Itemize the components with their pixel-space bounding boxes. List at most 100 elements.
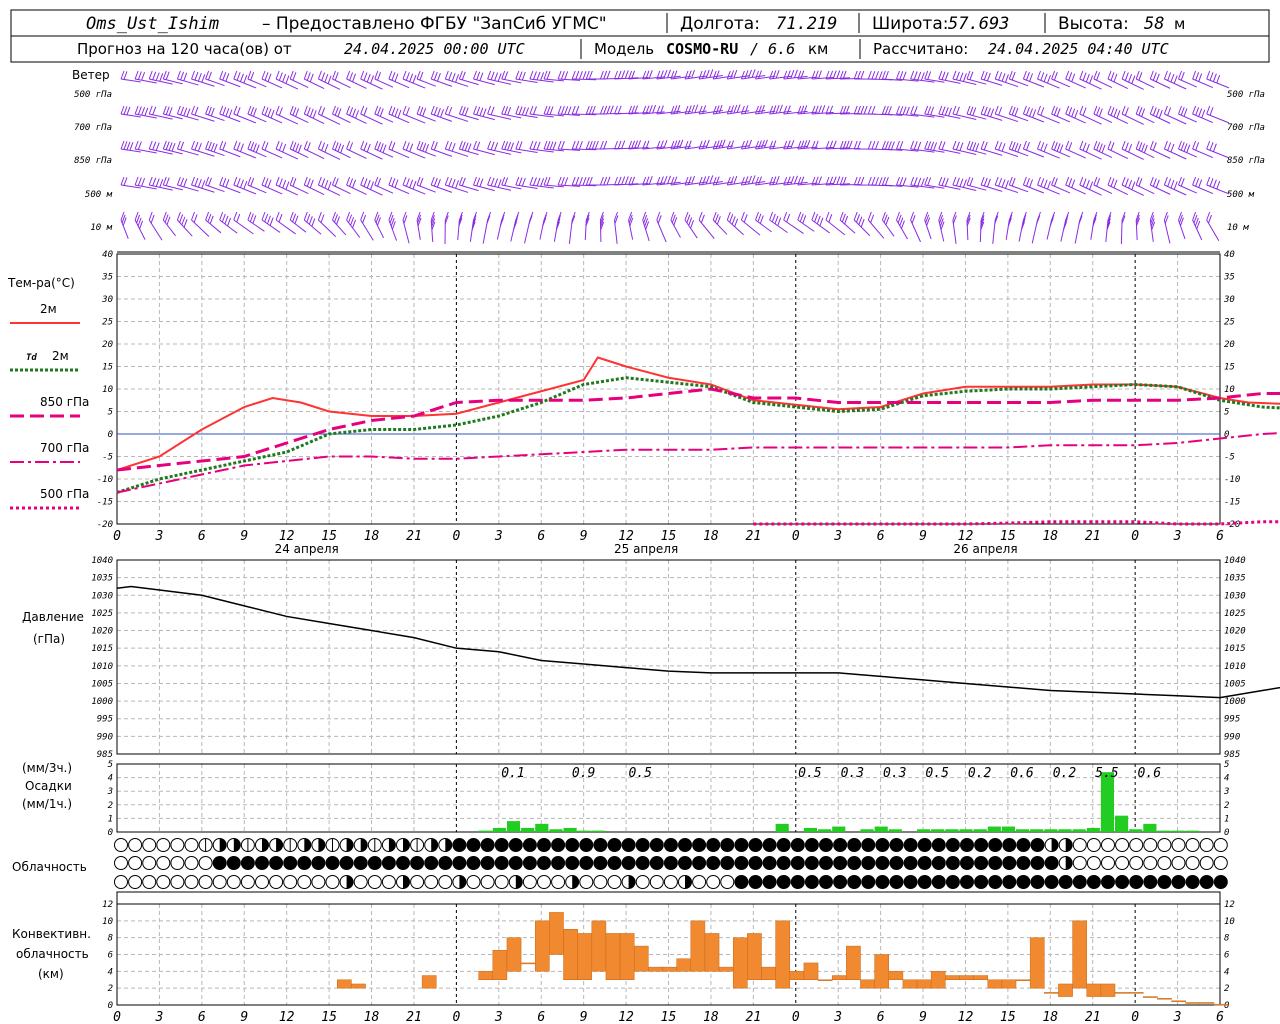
precip-bar [888, 829, 902, 832]
wind-barb-feather [405, 178, 410, 187]
convective-bar [945, 975, 960, 981]
temp-ytick: 25 [1224, 318, 1235, 328]
wind-barb [1178, 113, 1197, 123]
wind-barb-feather [317, 140, 322, 150]
wind-barb-feather [382, 144, 387, 153]
wind-barb [524, 219, 531, 244]
wind-barb-feather [1143, 144, 1148, 154]
cloud-symbol [410, 856, 425, 870]
wind-barb [1135, 184, 1155, 195]
wind-barb-feather [659, 176, 664, 185]
cloud-symbol [974, 856, 989, 870]
wind-barb-feather [775, 175, 780, 185]
wind-barb-feather [194, 141, 199, 151]
wind-barb-feather [1121, 140, 1126, 150]
wind-barb-feather [896, 70, 900, 80]
wind-barb-feather [197, 143, 202, 152]
wind-barb-feather [1008, 70, 1013, 80]
wind-barb-feather [1186, 144, 1191, 153]
wind-barb-feather [920, 178, 925, 187]
wind-barb-feather [363, 107, 368, 116]
wind-barb [1135, 148, 1155, 159]
wind-barb-feather [966, 211, 971, 221]
wind-barb [233, 219, 254, 235]
wind-barb-feather [416, 70, 421, 80]
wind-barb-feather [811, 70, 816, 80]
wind-barb-feather [295, 108, 300, 117]
wind-barb [992, 219, 996, 244]
wind-barb [247, 184, 267, 194]
cloud-symbol [945, 875, 960, 889]
wind-barb-feather [769, 70, 774, 80]
wind-barb-feather [207, 213, 212, 223]
wind-barb-feather [924, 70, 929, 80]
wind-barb-feather [797, 211, 802, 221]
wind-barb-feather [1047, 180, 1051, 190]
wind-barb-feather [575, 140, 580, 150]
cloud-symbol [833, 856, 848, 870]
cloud-symbol [142, 856, 157, 870]
wind-barb-feather [292, 213, 297, 223]
wind-barb-feather [730, 105, 735, 114]
convective-bar [690, 920, 706, 972]
wind-barb-feather [803, 140, 808, 149]
wind-barb-feather [1208, 214, 1212, 224]
wind-barb-feather [334, 214, 338, 223]
temp-ytick: 15 [1224, 363, 1235, 373]
x-tick-bottom: 18 [1042, 1010, 1058, 1024]
cloud-symbol [198, 875, 213, 889]
wind-barb-feather [772, 140, 777, 149]
temp-ytick: -10 [97, 475, 113, 485]
wind-barb-feather [309, 73, 314, 83]
wind-barb-feather [1021, 218, 1026, 227]
wind-barb-feather [162, 211, 167, 221]
wind-barb [402, 219, 410, 244]
wind-barb-feather [599, 140, 604, 150]
wind-barb-feather [1110, 142, 1115, 151]
wind-barb-feather [366, 73, 371, 83]
wind-barb-feather [233, 140, 238, 150]
wind-barb-feather [902, 71, 907, 80]
precip-sum-label: 0.6 [1138, 766, 1162, 781]
wind-barb-feather [543, 70, 548, 80]
wind-barb-feather [236, 142, 241, 151]
wind-barb-feather [1004, 74, 1009, 83]
wind-barb-feather [123, 177, 128, 186]
pressure-ytick: 1030 [91, 591, 113, 601]
wind-barb-feather [836, 70, 841, 79]
wind-barb-feather [458, 214, 463, 224]
cloud-symbol [607, 856, 622, 870]
wind-barb-feather [513, 221, 518, 230]
wind-barb-feather [853, 70, 858, 80]
wind-barb-feather [881, 105, 886, 115]
wind-barb-feather [1089, 75, 1094, 84]
wind-barb-feather [825, 211, 830, 221]
cloud-fill [233, 838, 241, 852]
precip-sum-label: 0.6 [1010, 766, 1034, 781]
wind-barb-feather [1001, 179, 1006, 188]
wind-barb-feather [900, 220, 905, 229]
precip-bar [1157, 830, 1171, 832]
cloud-symbol [1016, 875, 1031, 889]
wind-barb [867, 219, 885, 239]
wind-barb-feather [848, 140, 853, 149]
wind-barb [275, 78, 299, 90]
wind-barb-feather [334, 178, 339, 187]
wind-barb-feather [247, 140, 252, 150]
wind-barb-feather [1121, 215, 1126, 224]
x-tick-top: 6 [1216, 529, 1224, 544]
wind-barb-feather [159, 179, 164, 188]
wind-barb [1120, 219, 1123, 245]
precip-title: Осадки [25, 779, 72, 793]
wind-barb-feather [233, 105, 238, 115]
wind-barb-feather [659, 105, 664, 114]
wind-barb-feather [1053, 142, 1058, 151]
x-tick-bottom: 18 [703, 1010, 719, 1024]
wind-barb-feather [430, 140, 435, 150]
wind-barb-feather [303, 70, 308, 80]
precip-sum-label: 0.9 [572, 766, 595, 781]
wind-barb-feather [1068, 72, 1073, 81]
cloud-symbol [762, 856, 777, 870]
wind-barb-feather [952, 215, 957, 224]
